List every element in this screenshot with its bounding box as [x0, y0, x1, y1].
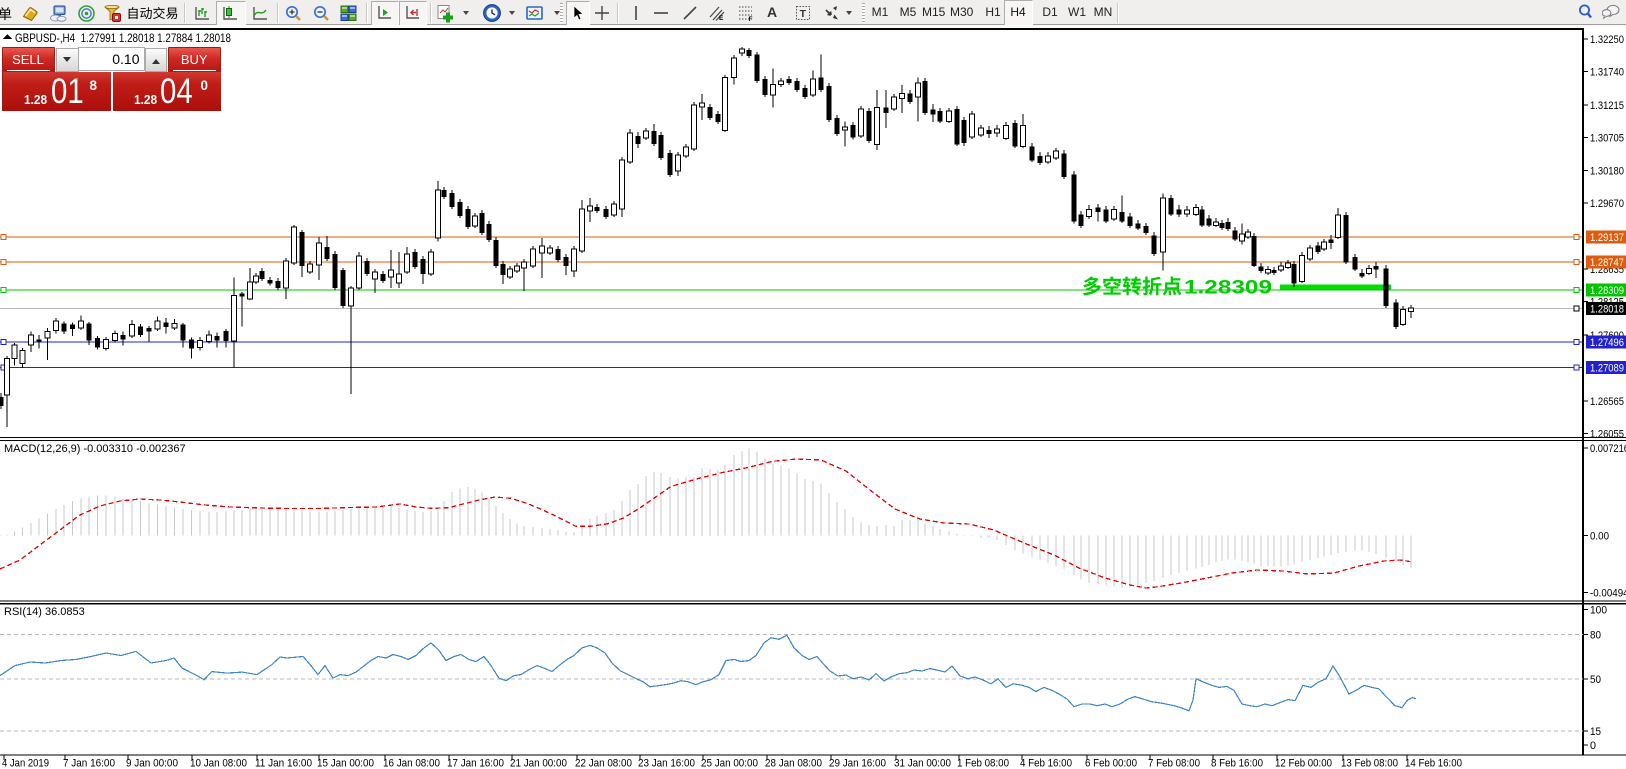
svg-text:16 Jan 08:00: 16 Jan 08:00 [383, 758, 440, 769]
svg-text:1.29137: 1.29137 [1590, 232, 1624, 244]
svg-text:15 Jan 00:00: 15 Jan 00:00 [317, 758, 374, 769]
svg-text:1 Feb 08:00: 1 Feb 08:00 [957, 758, 1009, 769]
svg-text:E: E [719, 15, 724, 22]
svg-text:MACD(12,26,9) -0.003310 -0.002: MACD(12,26,9) -0.003310 -0.002367 [4, 443, 186, 455]
svg-text:1.31740: 1.31740 [1590, 66, 1624, 78]
svg-text:15: 15 [1590, 726, 1601, 738]
svg-text:14 Feb 16:00: 14 Feb 16:00 [1405, 758, 1462, 769]
svg-text:4 Jan 2019: 4 Jan 2019 [2, 758, 49, 769]
svg-text:7 Feb 08:00: 7 Feb 08:00 [1148, 758, 1200, 769]
svg-text:1.30705: 1.30705 [1590, 132, 1624, 144]
svg-text:31 Jan 00:00: 31 Jan 00:00 [894, 758, 951, 769]
svg-text:1.28747: 1.28747 [1590, 257, 1624, 269]
svg-text:4 Feb 16:00: 4 Feb 16:00 [1020, 758, 1072, 769]
svg-text:7 Jan 16:00: 7 Jan 16:00 [63, 758, 115, 769]
svg-text:11 Jan 16:00: 11 Jan 16:00 [255, 758, 312, 769]
svg-text:1.32250: 1.32250 [1590, 34, 1624, 46]
svg-text:0: 0 [1590, 740, 1596, 752]
svg-text:100: 100 [1590, 605, 1607, 617]
svg-text:25 Jan 00:00: 25 Jan 00:00 [701, 758, 758, 769]
svg-text:0.007216: 0.007216 [1590, 443, 1626, 455]
svg-text:80: 80 [1590, 630, 1601, 642]
svg-text:0.00: 0.00 [1590, 531, 1609, 543]
svg-text:17 Jan 16:00: 17 Jan 16:00 [447, 758, 504, 769]
svg-text:1.28309: 1.28309 [1590, 285, 1624, 297]
svg-text:21 Jan 00:00: 21 Jan 00:00 [510, 758, 567, 769]
svg-text:9 Jan 00:00: 9 Jan 00:00 [126, 758, 178, 769]
svg-text:F: F [749, 16, 753, 22]
svg-text:1.28018: 1.28018 [1590, 304, 1624, 316]
svg-text:10 Jan 08:00: 10 Jan 08:00 [190, 758, 247, 769]
svg-text:-0.004943: -0.004943 [1590, 588, 1626, 600]
svg-text:1.30180: 1.30180 [1590, 166, 1624, 178]
svg-text:8 Feb 16:00: 8 Feb 16:00 [1211, 758, 1263, 769]
svg-text:50: 50 [1590, 674, 1601, 686]
svg-text:13 Feb 08:00: 13 Feb 08:00 [1341, 758, 1398, 769]
svg-text:12 Feb 00:00: 12 Feb 00:00 [1275, 758, 1332, 769]
svg-text:1.27089: 1.27089 [1590, 363, 1624, 375]
svg-text:RSI(14) 36.0853: RSI(14) 36.0853 [4, 606, 85, 618]
svg-text:23 Jan 16:00: 23 Jan 16:00 [638, 758, 695, 769]
svg-text:28 Jan 08:00: 28 Jan 08:00 [765, 758, 822, 769]
svg-text:1.26055: 1.26055 [1590, 429, 1624, 441]
svg-text:1.28309: 1.28309 [1184, 277, 1272, 299]
svg-text:6 Feb 00:00: 6 Feb 00:00 [1085, 758, 1137, 769]
svg-text:1.29670: 1.29670 [1590, 198, 1624, 210]
svg-text:1.27496: 1.27496 [1590, 337, 1624, 349]
svg-text:22 Jan 08:00: 22 Jan 08:00 [575, 758, 632, 769]
svg-text:29 Jan 16:00: 29 Jan 16:00 [829, 758, 886, 769]
svg-text:GBPUSD-,H4 1.27991 1.28018 1.: GBPUSD-,H4 1.27991 1.28018 1.27884 1.280… [15, 31, 231, 45]
svg-text:T: T [800, 8, 807, 20]
svg-text:1.26565: 1.26565 [1590, 396, 1624, 408]
svg-text:1.31215: 1.31215 [1590, 100, 1624, 112]
